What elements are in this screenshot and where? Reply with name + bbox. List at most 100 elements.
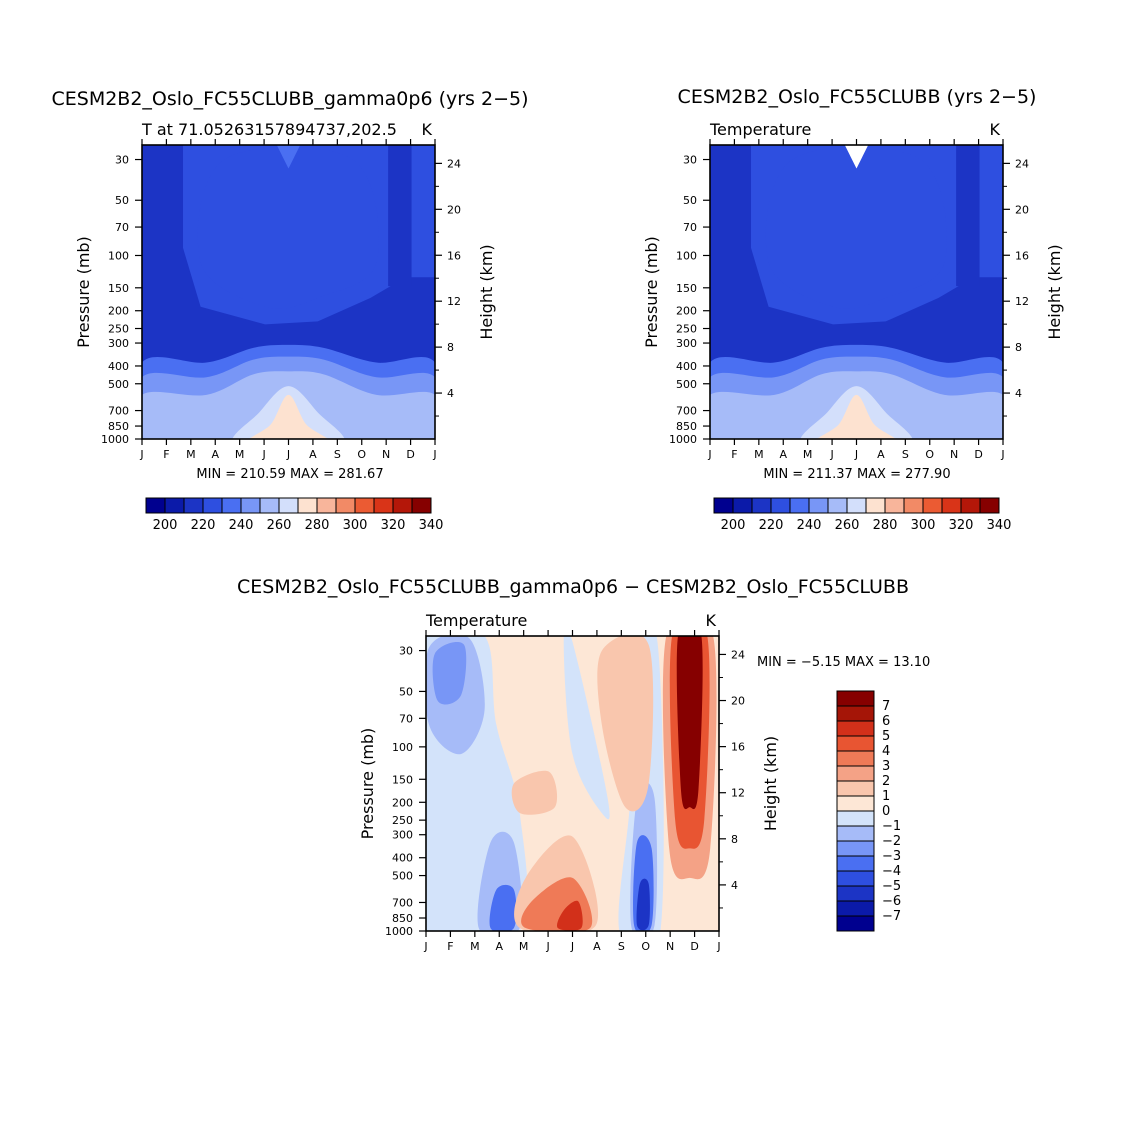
min-max-text-2: MIN = −5.15 MAX = 13.10 bbox=[757, 655, 930, 670]
colorbar-label-1-2: 240 bbox=[797, 518, 822, 533]
x-tick-label-2-1: F bbox=[447, 940, 453, 953]
x-tick-label-2-9: O bbox=[641, 940, 650, 953]
colorbar-label-2-13: −6 bbox=[882, 894, 901, 909]
contour-band-late-year bbox=[388, 145, 412, 287]
x-tick-label-2-5: J bbox=[545, 940, 549, 953]
y-right-tick-label-2-0: 4 bbox=[731, 879, 738, 892]
colorbar-box-0-9 bbox=[316, 497, 337, 514]
colorbar-label-2-7: 0 bbox=[882, 804, 890, 819]
colorbar-box-0-6 bbox=[259, 497, 280, 514]
y-right-tick-label-2-4: 20 bbox=[731, 695, 745, 708]
y-tick-label-2-10: 700 bbox=[392, 896, 413, 909]
colorbar-box-0-1 bbox=[164, 497, 185, 514]
colorbar-label-2-9: −2 bbox=[882, 834, 901, 849]
colorbar-box-2-11 bbox=[836, 855, 875, 872]
y-right-axis-label-0: Height (km) bbox=[477, 244, 496, 339]
diff-band-cool-oct-4 bbox=[636, 878, 650, 931]
contour-band-tropo-4 bbox=[816, 394, 897, 439]
y-axis-label-0: Pressure (mb) bbox=[74, 236, 93, 348]
y-right-tick-label-2-2: 12 bbox=[731, 787, 745, 800]
y-tick-label-0-5: 200 bbox=[108, 305, 129, 318]
y-tick-label-0-8: 400 bbox=[108, 360, 129, 373]
x-tick-label-0-12: J bbox=[432, 448, 436, 461]
x-tick-label-1-5: J bbox=[829, 448, 833, 461]
y-tick-label-2-2: 70 bbox=[399, 712, 413, 725]
chart-units-2: K bbox=[706, 611, 717, 630]
colorbar-box-1-10 bbox=[903, 497, 924, 514]
colorbar-box-1-5 bbox=[808, 497, 829, 514]
chart-units-1: K bbox=[990, 120, 1001, 139]
x-tick-label-0-3: A bbox=[211, 448, 219, 461]
x-tick-label-1-10: N bbox=[950, 448, 958, 461]
colorbar-box-1-11 bbox=[922, 497, 943, 514]
y-axis-label-1: Pressure (mb) bbox=[642, 236, 661, 348]
colorbar-box-2-0 bbox=[836, 690, 875, 707]
colorbar-box-1-6 bbox=[827, 497, 848, 514]
colorbar-box-2-5 bbox=[836, 765, 875, 782]
colorbar-box-1-3 bbox=[770, 497, 791, 514]
colorbar-box-0-12 bbox=[373, 497, 394, 514]
colorbar-label-1-6: 320 bbox=[949, 518, 974, 533]
contour-band-cold bbox=[710, 145, 1003, 375]
colorbar-box-2-2 bbox=[836, 720, 875, 737]
x-tick-label-0-9: O bbox=[357, 448, 366, 461]
y-tick-label-2-0: 30 bbox=[399, 645, 413, 658]
y-tick-label-1-10: 700 bbox=[676, 405, 697, 418]
contour-band-tropo-4 bbox=[248, 394, 329, 439]
y-tick-label-2-3: 100 bbox=[392, 741, 413, 754]
colorbar-box-2-4 bbox=[836, 750, 875, 767]
y-tick-label-1-9: 500 bbox=[676, 378, 697, 391]
colorbar-box-1-12 bbox=[941, 497, 962, 514]
colorbar-label-0-2: 240 bbox=[229, 518, 254, 533]
y-tick-label-0-12: 1000 bbox=[101, 433, 129, 446]
colorbar-box-0-13 bbox=[392, 497, 413, 514]
y-tick-label-0-1: 50 bbox=[115, 194, 129, 207]
colorbar-label-2-0: 7 bbox=[882, 699, 890, 714]
y-tick-label-2-7: 300 bbox=[392, 829, 413, 842]
colorbar-box-0-5 bbox=[240, 497, 261, 514]
y-tick-label-0-2: 70 bbox=[115, 221, 129, 234]
colorbar-label-1-1: 220 bbox=[759, 518, 784, 533]
colorbar-label-1-5: 300 bbox=[911, 518, 936, 533]
colorbar-label-2-12: −5 bbox=[882, 879, 901, 894]
x-tick-label-1-6: J bbox=[854, 448, 858, 461]
colorbar-label-2-5: 2 bbox=[882, 774, 890, 789]
x-tick-label-1-0: J bbox=[707, 448, 711, 461]
colorbar-label-1-3: 260 bbox=[835, 518, 860, 533]
y-tick-label-1-7: 300 bbox=[676, 337, 697, 350]
x-tick-label-2-2: M bbox=[470, 940, 480, 953]
min-max-text-0: MIN = 210.59 MAX = 281.67 bbox=[196, 467, 383, 482]
y-tick-label-0-6: 250 bbox=[108, 323, 129, 336]
y-tick-label-0-9: 500 bbox=[108, 378, 129, 391]
y-tick-label-2-4: 150 bbox=[392, 773, 413, 786]
y-right-tick-label-1-4: 20 bbox=[1015, 203, 1029, 216]
contour-band-cold bbox=[142, 145, 435, 375]
x-tick-label-1-11: D bbox=[974, 448, 982, 461]
colorbar-box-2-9 bbox=[836, 825, 875, 842]
colorbar-label-1-4: 280 bbox=[873, 518, 898, 533]
y-tick-label-0-4: 150 bbox=[108, 282, 129, 295]
y-right-tick-label-0-1: 8 bbox=[447, 341, 454, 354]
colorbar-box-1-14 bbox=[979, 497, 1000, 514]
contour-band-late-year bbox=[956, 145, 980, 287]
colorbar-box-0-4 bbox=[221, 497, 242, 514]
x-tick-label-0-11: D bbox=[406, 448, 414, 461]
x-tick-label-2-0: J bbox=[423, 940, 427, 953]
colorbar-box-0-10 bbox=[335, 497, 356, 514]
colorbar-label-0-7: 340 bbox=[419, 518, 444, 533]
y-tick-label-1-1: 50 bbox=[683, 194, 697, 207]
colorbar-label-2-2: 5 bbox=[882, 729, 890, 744]
chart-units-0: K bbox=[422, 120, 433, 139]
contour-field-1 bbox=[710, 145, 1003, 439]
x-tick-label-0-4: M bbox=[235, 448, 245, 461]
colorbar-box-1-13 bbox=[960, 497, 981, 514]
colorbar-label-2-6: 1 bbox=[882, 789, 890, 804]
colorbar-box-0-2 bbox=[183, 497, 204, 514]
colorbar-box-0-14 bbox=[411, 497, 432, 514]
y-tick-label-1-2: 70 bbox=[683, 221, 697, 234]
colorbar-label-0-1: 220 bbox=[191, 518, 216, 533]
y-right-tick-label-0-3: 16 bbox=[447, 249, 461, 262]
diff-band-warm-jun-3 bbox=[556, 900, 583, 931]
x-tick-label-2-6: J bbox=[570, 940, 574, 953]
